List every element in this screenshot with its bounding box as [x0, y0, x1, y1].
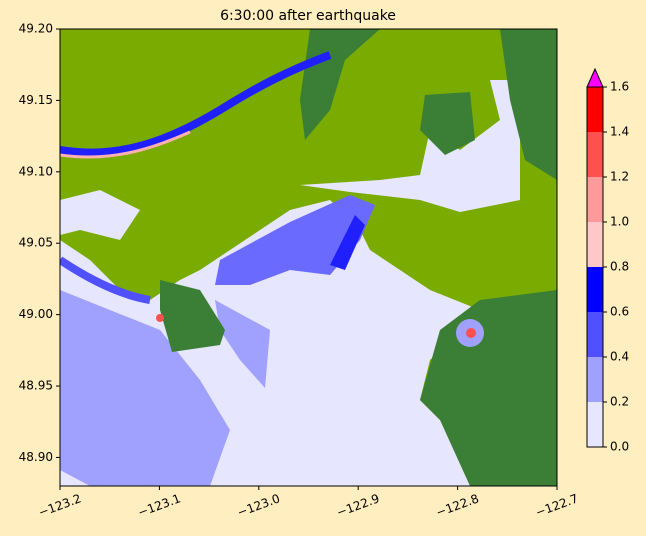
x-tick-label: −123.1: [136, 491, 183, 519]
y-tick-label: 48.90: [19, 450, 53, 464]
colorbar-segment: [587, 132, 603, 177]
colorbar-segment: [587, 87, 603, 132]
colorbar-segment: [587, 177, 603, 222]
y-tick-label: 48.95: [19, 379, 53, 393]
colorbar-tick-label: 0.0: [610, 440, 629, 454]
plot-frame: [59, 28, 558, 487]
y-tick-label: 49.00: [19, 307, 53, 321]
colorbar-tick-label: 1.2: [610, 170, 629, 184]
colorbar-extend: [586, 67, 604, 88]
colorbar-tick-label: 0.4: [610, 350, 629, 364]
y-tick-label: 49.05: [19, 236, 53, 250]
y-tick-label: 49.15: [19, 93, 53, 107]
colorbar-tick-label: 0.8: [610, 260, 629, 274]
y-tick-label: 49.10: [19, 164, 53, 178]
x-tick-label: −123.0: [235, 491, 282, 519]
x-tick-label: −122.9: [335, 491, 382, 519]
colorbar-segment: [587, 222, 603, 267]
colorbar-tick-label: 1.4: [610, 125, 629, 139]
colorbar-tick-label: 0.2: [610, 395, 629, 409]
map-image: [60, 29, 557, 486]
x-tick-label: −122.7: [534, 491, 581, 519]
colorbar-tick-label: 1.6: [610, 80, 629, 94]
colorbar-segment: [587, 267, 603, 312]
colorbar-tick-label: 0.6: [610, 305, 629, 319]
map-title: 6:30:00 after earthquake: [220, 8, 396, 24]
colorbar-tick-label: 1.0: [610, 215, 629, 229]
x-tick-label: −123.2: [37, 491, 84, 519]
colorbar-segment: [587, 402, 603, 447]
colorbar-segment: [587, 357, 603, 402]
colorbar-segment: [587, 312, 603, 357]
x-tick-label: −122.8: [434, 491, 481, 519]
y-tick-label: 49.20: [19, 22, 53, 36]
